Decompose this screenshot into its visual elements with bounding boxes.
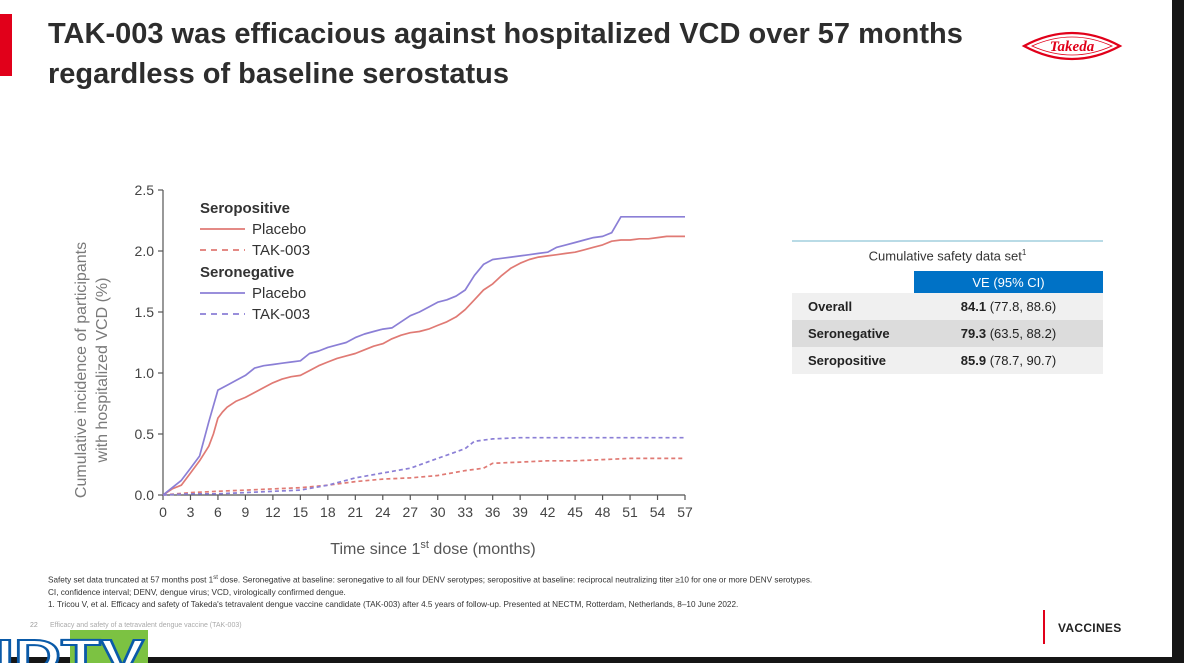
x-tick-label: 51 (622, 504, 638, 520)
slide-title: TAK-003 was efficacious against hospital… (48, 14, 1008, 94)
footnote-1-sup: st (213, 575, 218, 581)
table-header-blank (792, 271, 914, 294)
ve-seropositive: 85.9 (960, 353, 987, 369)
y-tick-label: 1.0 (135, 365, 155, 381)
series-line-seropositive-tak-003 (162, 457, 685, 496)
table-row: Overall 84.1 (77.8, 88.6) (792, 293, 1103, 321)
series-line-seropositive-placebo (162, 235, 685, 496)
title-line-2: regardless of baseline serostatus (48, 58, 509, 90)
accent-bar (0, 14, 12, 76)
row-label-seropositive: Seropositive (792, 347, 914, 375)
x-axis-label-sup: st (420, 539, 429, 551)
x-tick-label: 42 (540, 504, 556, 520)
legend-heading: Seropositive (200, 200, 290, 217)
x-axis-label-prefix: Time since 1 (330, 541, 420, 558)
slide-footer-subtitle: Efficacy and safety of a tetravalent den… (50, 622, 242, 629)
x-tick-label: 27 (402, 504, 418, 520)
x-tick-label: 24 (375, 504, 391, 520)
legend-label: TAK-003 (252, 242, 310, 259)
legend-label: Placebo (252, 285, 306, 302)
footnotes: Safety set data truncated at 57 months p… (48, 572, 1048, 611)
ve-seronegative: 79.3 (960, 326, 987, 342)
ci-seropositive: (78.7, 90.7) (986, 353, 1057, 369)
slide-number: 22 (30, 622, 38, 629)
chart-series-layer (162, 215, 685, 496)
y-tick-label: 0.0 (135, 487, 155, 503)
y-axis-label-line-2: with hospitalized VCD (%) (94, 278, 111, 464)
footnote-line-3: 1. Tricou V, et al. Efficacy and safety … (48, 599, 739, 609)
y-tick-label: 1.5 (135, 304, 155, 320)
x-tick-label: 33 (457, 504, 473, 520)
footnote-line-1: Safety set data truncated at 57 months p… (48, 572, 1048, 587)
series-line-seronegative-tak-003 (162, 436, 685, 496)
takeda-logo: Takeda (1021, 32, 1123, 60)
table-caption: Cumulative safety data set1 (792, 242, 1103, 271)
y-tick-label: 2.5 (135, 182, 155, 198)
series-line-seronegative-placebo (162, 215, 685, 496)
x-tick-label: 57 (677, 504, 693, 520)
safety-table-panel: Cumulative safety data set1 VE (95% CI) … (792, 240, 1103, 375)
x-axis-label-suffix: dose (months) (429, 541, 536, 558)
ci-seronegative: (63.5, 88.2) (986, 326, 1057, 342)
x-tick-label: 48 (595, 504, 611, 520)
row-label-seronegative: Seronegative (792, 320, 914, 348)
y-axis-label-line-1: Cumulative incidence of participants (73, 242, 90, 498)
x-tick-label: 21 (348, 504, 364, 520)
y-tick-label: 0.5 (135, 426, 155, 442)
x-tick-label: 12 (265, 504, 281, 520)
x-tick-label: 36 (485, 504, 501, 520)
row-value-overall: 84.1 (77.8, 88.6) (914, 293, 1103, 321)
legend-label: Placebo (252, 221, 306, 238)
cumulative-incidence-chart: 0.00.51.01.52.02.50 3 6 9 12 15 18 21 24 27 30 33 36… (73, 182, 693, 558)
x-tick-label: 54 (650, 504, 666, 520)
y-tick-label: 2.0 (135, 243, 155, 259)
x-tick-label: 15 (293, 504, 309, 520)
footnote-line-2: CI, confidence interval; DENV, dengue vi… (48, 587, 346, 597)
x-tick-label: 6 (214, 504, 222, 520)
table-row: Seronegative 79.3 (63.5, 88.2) (792, 320, 1103, 348)
ci-overall: (77.8, 88.6) (986, 299, 1057, 315)
x-tick-label: 30 (430, 504, 446, 520)
table-top-rule (792, 240, 1103, 242)
idtv-watermark: IDTV (0, 630, 148, 663)
x-axis-label: Time since 1st dose (months) (330, 539, 535, 558)
table-caption-sup: 1 (1021, 248, 1027, 257)
x-tick-label: 9 (242, 504, 250, 520)
chart-legend: Seropositive Placebo TAK-003 Seronegative Pl… (200, 200, 310, 323)
x-tick-label: 3 (187, 504, 195, 520)
chart-axes: 0.00.51.01.52.02.50 3 6 9 12 15 18 21 24 27 30 33 36… (135, 182, 693, 520)
x-tick-label: 18 (320, 504, 336, 520)
table-header-ve: VE (95% CI) (914, 271, 1103, 294)
table-row: Seropositive 85.9 (78.7, 90.7) (792, 347, 1103, 375)
safety-table: VE (95% CI) Overall 84.1 (77.8, 88.6) Se… (792, 271, 1103, 375)
watermark-text: IDTV (0, 630, 144, 663)
title-line-1: TAK-003 was efficacious against hospital… (48, 18, 963, 50)
footnote-1a: Safety set data truncated at 57 months p… (48, 575, 214, 585)
row-value-seropositive: 85.9 (78.7, 90.7) (914, 347, 1103, 375)
table-caption-text: Cumulative safety data set (868, 248, 1022, 264)
legend-label: TAK-003 (252, 306, 310, 323)
logo-text: Takeda (1050, 39, 1095, 55)
section-divider (1043, 610, 1045, 644)
ve-overall: 84.1 (960, 299, 987, 315)
row-value-seronegative: 79.3 (63.5, 88.2) (914, 320, 1103, 348)
x-tick-label: 39 (512, 504, 528, 520)
row-label-overall: Overall (792, 293, 914, 321)
table-header-row: VE (95% CI) (792, 271, 1103, 294)
legend-heading: Seronegative (200, 264, 294, 281)
section-label: VACCINES (1058, 621, 1122, 635)
footnote-1b: dose. Seronegative at baseline: seronega… (217, 575, 813, 585)
x-tick-label: 0 (159, 504, 167, 520)
x-tick-label: 45 (567, 504, 583, 520)
